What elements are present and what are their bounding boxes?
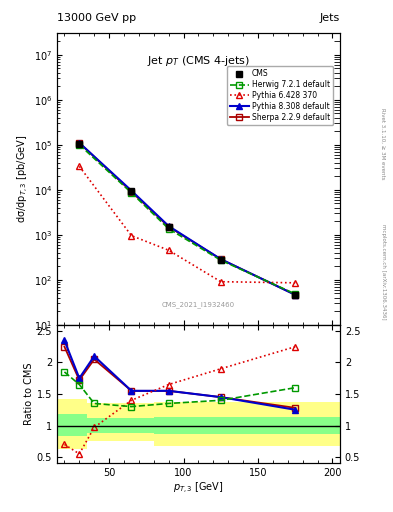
Text: 13000 GeV pp: 13000 GeV pp <box>57 13 136 23</box>
Text: Jets: Jets <box>320 13 340 23</box>
X-axis label: $p_{T,3}$ [GeV]: $p_{T,3}$ [GeV] <box>173 481 224 496</box>
Text: Jet $p_T$ (CMS 4-jets): Jet $p_T$ (CMS 4-jets) <box>147 54 250 68</box>
Legend: CMS, Herwig 7.2.1 default, Pythia 6.428 370, Pythia 8.308 default, Sherpa 2.2.9 : CMS, Herwig 7.2.1 default, Pythia 6.428 … <box>227 66 333 125</box>
Y-axis label: dσ/dp$_{T,3}$ [pb/GeV]: dσ/dp$_{T,3}$ [pb/GeV] <box>16 135 31 223</box>
Text: mcplots.cern.ch [arXiv:1306.3436]: mcplots.cern.ch [arXiv:1306.3436] <box>381 224 386 319</box>
Y-axis label: Ratio to CMS: Ratio to CMS <box>24 362 34 425</box>
Text: CMS_2021_I1932460: CMS_2021_I1932460 <box>162 301 235 308</box>
Text: Rivet 3.1.10, ≥ 3M events: Rivet 3.1.10, ≥ 3M events <box>381 108 386 179</box>
